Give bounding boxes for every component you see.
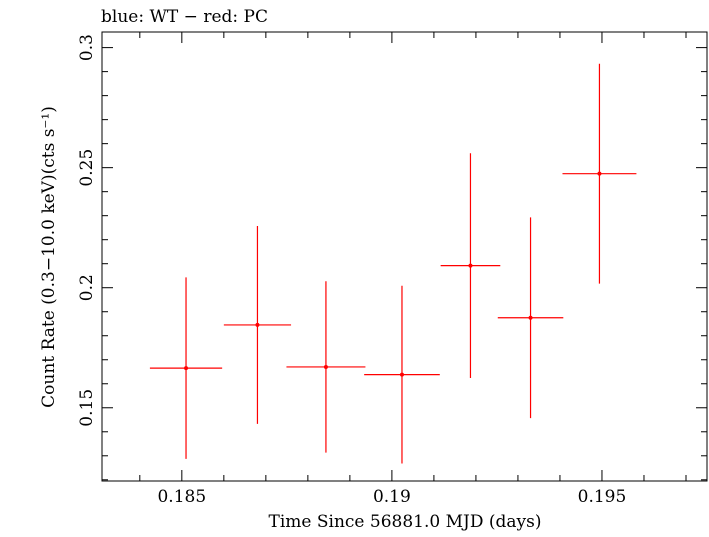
point-marker [323, 364, 328, 369]
point-marker [528, 315, 533, 320]
point-marker [597, 171, 602, 176]
y-tick-label: 0.15 [77, 389, 97, 427]
data-point [562, 63, 637, 284]
axis-ticks [102, 32, 707, 481]
y-tick-label: 0.3 [77, 34, 97, 61]
data-points [149, 63, 637, 464]
chart-title: blue: WT − red: PC [101, 7, 268, 27]
data-point [364, 285, 440, 464]
data-point [149, 277, 223, 459]
y-tick-label: 0.2 [77, 274, 97, 301]
data-point [497, 217, 564, 419]
plot-frame [101, 31, 708, 482]
data-point [223, 226, 292, 424]
point-marker [399, 372, 404, 377]
x-tick-label: 0.195 [578, 487, 627, 507]
x-tick-label: 0.185 [157, 487, 206, 507]
y-tick-label: 0.25 [77, 149, 97, 187]
axis-tick-labels: 0.185 0.19 0.195 0.15 0.2 0.25 0.3 [77, 34, 626, 507]
x-axis-label: Time Since 56881.0 MJD (days) [269, 512, 542, 532]
point-marker [255, 322, 260, 327]
point-marker [184, 366, 189, 371]
data-point [440, 153, 501, 378]
x-tick-label: 0.19 [373, 487, 411, 507]
y-axis-label: Count Rate (0.3−10.0 keV)(cts s⁻¹) [39, 106, 59, 408]
point-marker [468, 263, 473, 268]
data-point [286, 281, 366, 453]
